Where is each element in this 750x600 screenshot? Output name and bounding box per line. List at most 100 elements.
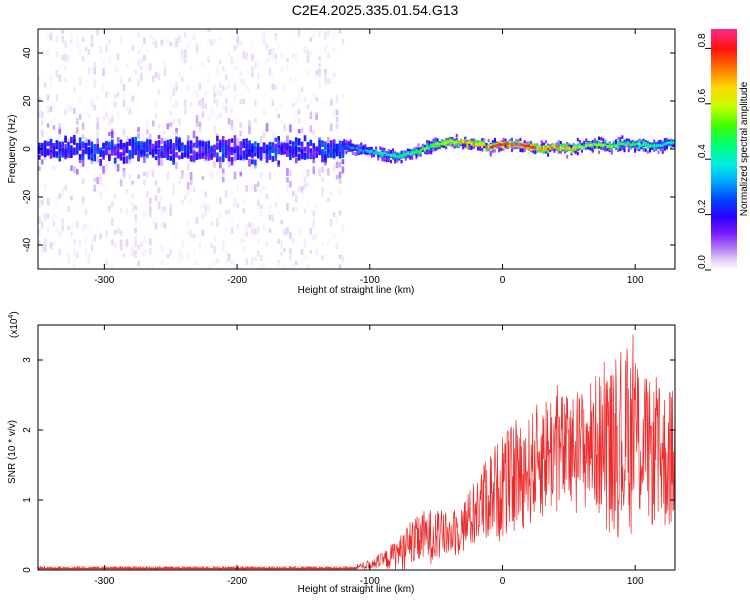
noise-cell — [327, 53, 330, 59]
signal-halo-cell — [617, 148, 620, 152]
noise-core-cell — [55, 145, 59, 150]
noise-cell — [55, 36, 59, 43]
noise-cell — [277, 207, 281, 215]
signal-halo-cell — [381, 148, 384, 152]
signal-mid-cell — [527, 142, 530, 146]
signal-halo-cell — [389, 150, 392, 155]
noise-cell — [75, 252, 79, 259]
colorbar-label: Normalized spectral amplitude — [739, 81, 750, 216]
noise-cell — [154, 101, 158, 109]
noise-cell — [256, 83, 260, 90]
signal-mid-cell — [453, 143, 456, 147]
noise-cell — [38, 240, 41, 246]
signal-halo-cell — [381, 157, 384, 162]
noise-cell — [128, 107, 132, 115]
noise-cell — [160, 159, 164, 167]
noise-cell — [46, 106, 50, 114]
noise-core-cell — [183, 152, 187, 158]
noise-cell — [64, 40, 67, 47]
signal-halo-cell — [621, 146, 624, 151]
noise-cell — [192, 89, 196, 98]
noise-core-cell — [303, 135, 307, 142]
noise-cell — [128, 29, 132, 38]
noise-core-cell — [239, 153, 243, 161]
noise-cell — [271, 134, 275, 142]
noise-core-cell — [116, 147, 120, 152]
noise-cell — [61, 188, 64, 196]
noise-cell — [248, 120, 251, 128]
noise-cell — [113, 94, 117, 100]
signal-halo-cell — [672, 143, 675, 148]
noise-core-cell — [154, 145, 158, 152]
noise-cell — [303, 46, 307, 54]
noise-core-cell — [178, 137, 181, 145]
noise-core-cell — [309, 148, 313, 153]
signal-mid-cell — [638, 140, 641, 144]
noise-cell — [306, 56, 310, 64]
signal-halo-cell — [402, 150, 405, 154]
noise-cell — [245, 231, 248, 237]
noise-cell — [131, 95, 135, 102]
noise-cell — [67, 206, 70, 213]
noise-cell — [251, 41, 254, 49]
noise-core-cell — [49, 138, 53, 146]
noise-cell — [46, 225, 50, 234]
noise-cell — [55, 51, 59, 58]
signal-halo-cell — [409, 154, 412, 159]
noise-core-cell — [134, 142, 137, 150]
signal-halo-cell — [644, 148, 647, 152]
noise-core-cell — [198, 146, 202, 153]
signal-peak-cell — [353, 146, 356, 150]
noise-cell — [96, 156, 99, 164]
noise-core-cell — [67, 151, 70, 157]
signal-peak-cell — [453, 141, 456, 144]
noise-cell — [73, 248, 76, 257]
noise-cell — [262, 109, 266, 116]
noise-cell — [268, 204, 272, 213]
signal-halo-cell — [593, 138, 596, 142]
signal-peak-cell — [394, 155, 397, 158]
signal-halo-cell — [634, 147, 637, 151]
signal-peak-cell — [574, 146, 577, 150]
noise-cell — [239, 99, 243, 105]
noise-cell — [338, 178, 342, 185]
signal-peak-cell — [411, 151, 414, 155]
signal-peak-cell — [598, 143, 601, 147]
noise-core-cell — [113, 146, 117, 154]
noise-cell — [166, 216, 170, 223]
noise-core-cell — [108, 141, 111, 149]
signal-mid-cell — [610, 146, 613, 150]
signal-mid-cell — [515, 139, 518, 143]
signal-peak-cell — [464, 141, 467, 144]
noise-cell — [262, 31, 266, 38]
signal-mid-cell — [661, 141, 664, 145]
noise-cell — [143, 154, 146, 160]
noise-core-cell — [61, 142, 64, 149]
noise-cell — [75, 168, 79, 175]
noise-cell — [312, 210, 316, 217]
noise-cell — [341, 159, 345, 165]
noise-core-cell — [110, 149, 114, 156]
noise-core-cell — [210, 145, 213, 152]
noise-cell — [119, 208, 123, 213]
noise-cell — [210, 221, 213, 226]
signal-mid-cell — [504, 140, 507, 144]
noise-cell — [189, 197, 193, 202]
noise-core-cell — [198, 141, 202, 147]
signal-mid-cell — [598, 141, 601, 145]
noise-core-cell — [289, 146, 292, 154]
signal-mid-cell — [345, 147, 348, 151]
noise-cell — [219, 161, 222, 169]
signal-mid-cell — [358, 150, 361, 154]
noise-core-cell — [90, 153, 94, 159]
noise-cell — [189, 237, 193, 244]
noise-core-cell — [52, 143, 56, 149]
noise-cell — [67, 138, 70, 145]
noise-core-cell — [338, 152, 342, 159]
signal-halo-cell — [502, 137, 505, 142]
signal-mid-cell — [638, 146, 641, 150]
signal-halo-cell — [432, 138, 435, 143]
noise-cell — [195, 90, 199, 98]
noise-cell — [146, 46, 149, 54]
